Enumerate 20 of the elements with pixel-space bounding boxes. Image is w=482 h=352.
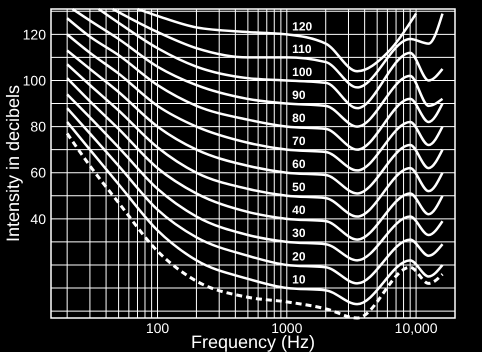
series-label: 20: [292, 249, 306, 264]
y-axis-title: Intensity in decibels: [3, 84, 23, 242]
series-label: 80: [292, 110, 306, 125]
series-label: 110: [292, 42, 312, 56]
series-label: 70: [292, 134, 306, 148]
series-label: 90: [292, 88, 306, 102]
series-label: 100: [292, 64, 312, 79]
series-label: 40: [292, 203, 306, 218]
y-tick-label: 120: [22, 26, 46, 42]
series-label: 10: [292, 272, 306, 286]
series-label: 30: [292, 226, 306, 240]
series-label: 60: [292, 157, 306, 172]
series-label: 50: [292, 180, 306, 194]
y-tick-label: 100: [22, 72, 46, 88]
x-tick-label: 100: [146, 320, 170, 336]
y-tick-label: 40: [30, 210, 46, 227]
series-label: 120: [292, 20, 312, 34]
y-tick-label: 60: [30, 164, 46, 181]
y-tick-label: 80: [30, 118, 46, 135]
x-tick-label: 10,000: [394, 320, 438, 336]
